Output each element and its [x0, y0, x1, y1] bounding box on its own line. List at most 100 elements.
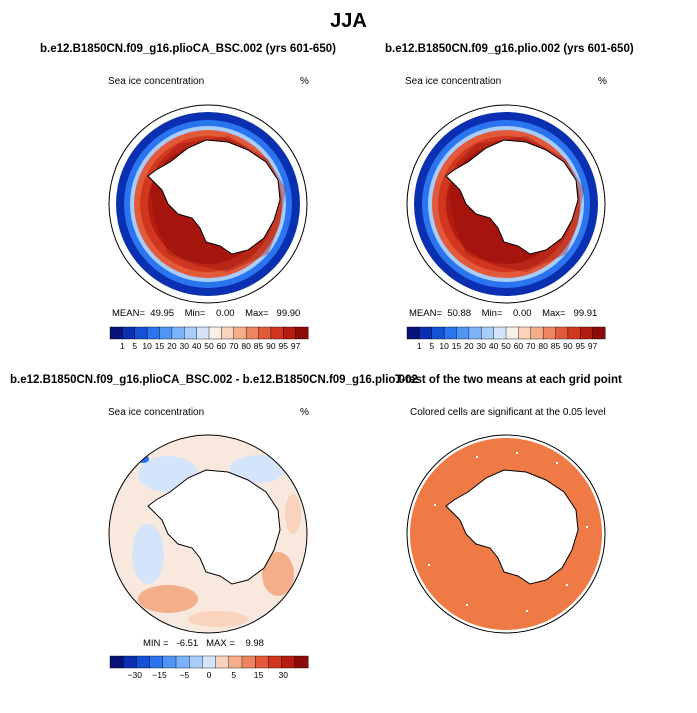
colorbar-swatch: [406, 326, 420, 340]
colorbar-tick-label: 50: [204, 341, 214, 351]
panel-2-max-value: 99.91: [573, 308, 598, 319]
colorbar-tick-label: 40: [489, 341, 499, 351]
panel-1-colorbar: 1 5 10 15 20 30 40 50 60 70 80 85 90 95 97: [109, 326, 309, 351]
colorbar-tick-label: 50: [501, 341, 511, 351]
colorbar-swatch: [188, 655, 203, 669]
colorbar-tick-label: 5: [132, 341, 137, 351]
colorbar-swatch: [202, 655, 217, 669]
colorbar-tick-label: 85: [254, 341, 264, 351]
antarctica-outline: [445, 469, 579, 585]
colorbar-swatch: [136, 655, 151, 669]
panel-2-min-value: 0.00: [513, 308, 532, 319]
colorbar-swatch: [215, 655, 230, 669]
colorbar-swatch: [530, 326, 544, 340]
panel-1-min-value: 0.00: [216, 308, 235, 319]
colorbar-tick-label: 70: [229, 341, 239, 351]
panel-2-colorbar: 1 5 10 15 20 30 40 50 60 70 80 85 90 95 97: [406, 326, 606, 351]
colorbar-tick-label: 10: [142, 341, 152, 351]
colorbar-swatch: [580, 326, 594, 340]
colorbar-swatch: [258, 326, 272, 340]
panel-2-units-label: %: [598, 76, 607, 87]
colorbar-tick-label: 80: [538, 341, 548, 351]
colorbar-swatch: [149, 655, 164, 669]
colorbar-swatch: [542, 326, 557, 340]
colorbar-swatch: [241, 655, 256, 669]
colorbar-swatch: [468, 326, 482, 340]
colorbar-swatch: [254, 655, 269, 669]
figure-title: JJA: [330, 10, 367, 32]
colorbar-swatch: [162, 655, 177, 669]
colorbar-swatch: [175, 655, 190, 669]
colorbar-swatch: [122, 655, 137, 669]
colorbar-tick-label: 95: [576, 341, 586, 351]
colorbar-tick-label: −15: [152, 670, 167, 680]
colorbar-tick-label: 20: [464, 341, 474, 351]
panel-2-stats: MEAN= 50.88 Min= 0.00 Max= 99.91: [409, 308, 597, 319]
colorbar-tick-label: −30: [128, 670, 143, 680]
colorbar-swatch: [431, 326, 445, 340]
colorbar-tick-label: 70: [526, 341, 536, 351]
colorbar-swatch: [281, 655, 296, 669]
colorbar-tick-label: 1: [417, 341, 422, 351]
colorbar-tick-label: 5: [231, 670, 236, 680]
colorbar-swatch: [456, 326, 470, 340]
colorbar-tick-label: 60: [514, 341, 524, 351]
colorbar-tick-label: 15: [254, 670, 264, 680]
colorbar-tick-label: 15: [155, 341, 165, 351]
panel-1-stats: MEAN= 49.95 Min= 0.00 Max= 99.90: [112, 308, 300, 319]
colorbar-tick-label: 20: [167, 341, 177, 351]
colorbar-tick-label: 60: [217, 341, 227, 351]
colorbar-tick-label: 40: [192, 341, 202, 351]
colorbar-swatch: [270, 326, 284, 340]
colorbar-swatch: [295, 326, 309, 340]
panel-3-min-value: -6.51: [176, 638, 199, 649]
panel-3-title: b.e12.B1850CN.f09_g16.plioCA_BSC.002 - b…: [10, 374, 418, 386]
colorbar-tick-label: 0: [207, 670, 212, 680]
panel-3-units-label: %: [300, 407, 309, 418]
colorbar-tick-label: 10: [439, 341, 449, 351]
panel-2-mean-label: MEAN=: [409, 308, 442, 319]
colorbar-swatch: [184, 326, 198, 340]
colorbar-swatch: [493, 326, 507, 340]
colorbar-tick-label: 90: [563, 341, 573, 351]
colorbar-swatch: [134, 326, 148, 340]
panel-1-mean-value: 49.95: [150, 308, 175, 319]
antarctica-outline: [147, 469, 281, 585]
colorbar-tick-label: 97: [588, 341, 598, 351]
colorbar-swatch: [109, 655, 124, 669]
colorbar-tick-label: 80: [241, 341, 251, 351]
panel-4-title: T-test of the two means at each grid poi…: [395, 374, 622, 386]
panel-3-max-value: 9.98: [245, 638, 264, 649]
panel-3-max-label: MAX =: [206, 638, 235, 649]
panel-3-colorbar: −30 −15 −5 0 5 15 30: [109, 655, 309, 680]
colorbar-tick-label: 30: [180, 341, 190, 351]
colorbar-tick-label: 97: [291, 341, 301, 351]
colorbar-swatch: [208, 326, 222, 340]
panel-3-polar-map: [108, 434, 308, 634]
panel-3-min-label: MIN =: [143, 638, 169, 649]
antarctica-outline: [147, 139, 281, 255]
colorbar-swatch: [228, 655, 243, 669]
panel-1-units-label: %: [300, 76, 309, 87]
panel-1-min-label: Min=: [184, 308, 206, 319]
colorbar-swatch: [233, 326, 247, 340]
panel-1-variable-label: Sea ice concentration: [108, 76, 205, 87]
colorbar-swatch: [245, 326, 260, 340]
panel-2-mean-value: 50.88: [447, 308, 472, 319]
colorbar-tick-label: 5: [429, 341, 434, 351]
colorbar-tick-label: 90: [266, 341, 276, 351]
colorbar-swatch: [505, 326, 519, 340]
colorbar-swatch: [567, 326, 581, 340]
colorbar-swatch: [268, 655, 283, 669]
panel-1-polar-map: [108, 104, 308, 304]
panel-4-subtitle: Colored cells are significant at the 0.0…: [410, 407, 606, 418]
panel-1-max-value: 99.90: [276, 308, 301, 319]
antarctica-outline: [445, 139, 579, 255]
colorbar-tick-label: 15: [452, 341, 462, 351]
panel-2-max-label: Max=: [542, 308, 566, 319]
colorbar-swatch: [592, 326, 606, 340]
colorbar-tick-label: 95: [279, 341, 289, 351]
colorbar-swatch: [109, 326, 123, 340]
panel-3-stats: MIN = -6.51 MAX = 9.98: [143, 638, 264, 649]
colorbar-swatch: [443, 326, 458, 340]
